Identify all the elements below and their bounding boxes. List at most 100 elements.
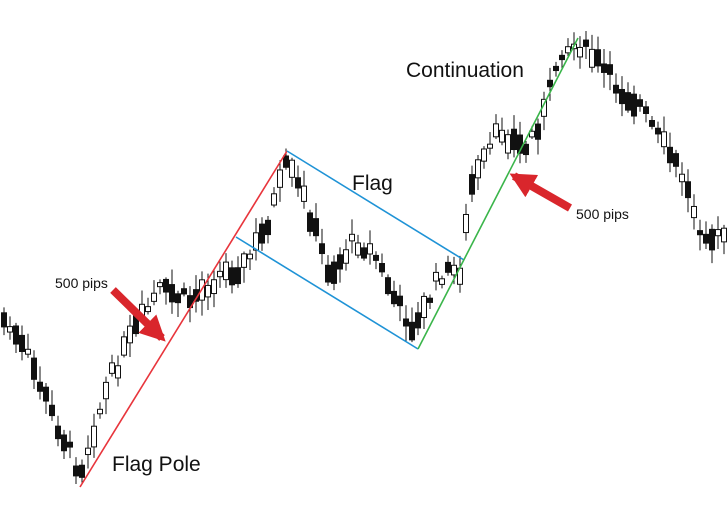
- candle-body: [313, 218, 319, 237]
- candle-body: [667, 146, 673, 164]
- candle-body: [673, 153, 679, 167]
- candle-body: [229, 267, 235, 286]
- candle-body: [631, 93, 637, 117]
- candle-body: [205, 284, 211, 298]
- candle-body: [481, 148, 487, 162]
- candle-body: [511, 128, 517, 151]
- candle-body: [721, 227, 727, 243]
- flag-pole-label: Flag Pole: [112, 453, 201, 476]
- candle-body: [607, 64, 613, 75]
- candle-body: [697, 230, 703, 236]
- candle-body: [475, 159, 481, 179]
- candle-body: [595, 49, 601, 67]
- candle-body: [391, 290, 397, 305]
- candle-body: [325, 264, 331, 283]
- candle-body: [589, 48, 595, 68]
- candle-body: [637, 99, 643, 107]
- candle-body: [85, 447, 91, 456]
- candle-body: [625, 92, 631, 111]
- candle-body: [487, 143, 493, 149]
- candles: [1, 30, 727, 485]
- candle-body: [361, 247, 367, 259]
- candle-body: [529, 130, 535, 138]
- candle-body: [331, 261, 337, 284]
- candle-body: [709, 228, 715, 251]
- candle-body: [181, 288, 187, 295]
- pips-right-label: 500 pips: [576, 206, 629, 222]
- candle-body: [499, 129, 505, 143]
- flag-label: Flag: [352, 172, 393, 195]
- candle-body: [277, 169, 283, 188]
- flag-channel-lower-line: [235, 236, 419, 350]
- candle-body: [373, 254, 379, 261]
- candle-body: [493, 123, 499, 138]
- candle-body: [685, 181, 691, 199]
- candle-body: [241, 253, 247, 268]
- candle-body: [619, 88, 625, 105]
- candle-body: [433, 271, 439, 282]
- candle-body: [217, 270, 223, 278]
- continuation-label: Continuation: [406, 59, 524, 82]
- candle-body: [367, 243, 373, 255]
- candle-body: [271, 193, 277, 206]
- candle-body: [109, 362, 115, 374]
- candle-body: [79, 464, 85, 478]
- candle-body: [583, 39, 589, 47]
- candle-body: [337, 254, 343, 270]
- candle-body: [295, 177, 301, 189]
- candle-body: [577, 46, 583, 58]
- candle-body: [343, 249, 349, 264]
- candle-body: [427, 297, 433, 303]
- candle-body: [661, 131, 667, 148]
- candle-body: [169, 284, 175, 303]
- candle-body: [55, 425, 61, 440]
- candle-body: [115, 365, 121, 379]
- candle-body: [91, 425, 97, 448]
- candle-body: [421, 295, 427, 319]
- candle-body: [67, 441, 73, 448]
- candle-body: [505, 134, 511, 154]
- candle-body: [265, 219, 271, 236]
- candle-body: [523, 143, 529, 156]
- candle-body: [679, 173, 685, 183]
- candle-body: [73, 465, 79, 477]
- flag-pole-line: [79, 150, 288, 488]
- candle-body: [97, 408, 103, 415]
- candle-body: [13, 325, 19, 345]
- candle-body: [397, 295, 403, 307]
- candle-body: [223, 261, 229, 281]
- candle-body: [121, 336, 127, 356]
- pips-left-label: 500 pips: [55, 275, 108, 291]
- candle-body: [25, 348, 31, 355]
- candle-body: [235, 267, 241, 285]
- candle-body: [61, 434, 67, 452]
- candle-body: [127, 325, 133, 344]
- candle-body: [349, 233, 355, 242]
- candle-body: [37, 381, 43, 392]
- candle-body: [259, 223, 265, 244]
- candle-body: [601, 63, 607, 73]
- candle-body: [43, 386, 49, 402]
- candle-body: [19, 334, 25, 353]
- candle-body: [451, 264, 457, 276]
- candle-body: [553, 65, 559, 72]
- candle-body: [1, 312, 7, 328]
- candle-body: [289, 159, 295, 178]
- candle-body: [163, 278, 169, 293]
- candle-body: [703, 233, 709, 244]
- candle-body: [403, 318, 409, 327]
- candle-body: [415, 312, 421, 329]
- candle-body: [463, 213, 469, 234]
- candle-body: [547, 79, 553, 88]
- arrow-right-pips: [509, 172, 572, 212]
- candle-body: [643, 106, 649, 114]
- candle-body: [379, 263, 385, 273]
- candle-body: [31, 357, 37, 380]
- candle-body: [439, 278, 445, 285]
- candle-body: [211, 279, 217, 295]
- candle-body: [103, 381, 109, 400]
- candle-body: [7, 326, 13, 333]
- candle-body: [535, 123, 541, 140]
- candle-body: [613, 84, 619, 94]
